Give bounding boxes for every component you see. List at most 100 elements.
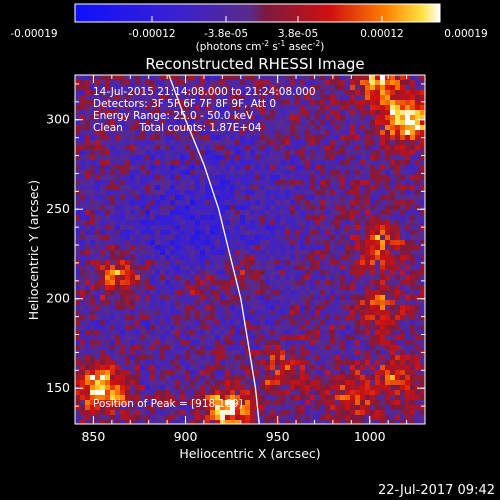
- heatmap-pixel: [410, 215, 416, 221]
- heatmap-pixel: [360, 100, 366, 106]
- heatmap-pixel: [150, 130, 156, 136]
- heatmap-pixel: [120, 340, 126, 346]
- heatmap-pixel: [375, 180, 381, 186]
- heatmap-pixel: [185, 415, 191, 421]
- heatmap-pixel: [365, 215, 371, 221]
- heatmap-pixel: [390, 155, 396, 161]
- heatmap-pixel: [295, 165, 301, 171]
- heatmap-pixel: [375, 125, 381, 131]
- heatmap-pixel: [275, 210, 281, 216]
- heatmap-pixel: [265, 150, 271, 156]
- heatmap-pixel: [140, 420, 146, 424]
- heatmap-pixel: [300, 325, 306, 331]
- heatmap-pixel: [405, 205, 411, 211]
- heatmap-pixel: [285, 325, 291, 331]
- heatmap-pixel: [235, 390, 241, 396]
- heatmap-pixel: [390, 310, 396, 316]
- heatmap-pixel: [305, 275, 311, 281]
- heatmap-pixel: [145, 255, 151, 261]
- heatmap-pixel: [295, 290, 301, 296]
- heatmap-pixel: [265, 325, 271, 331]
- heatmap-pixel: [135, 340, 141, 346]
- heatmap-pixel: [160, 80, 166, 86]
- heatmap-pixel: [310, 295, 316, 301]
- heatmap-pixel: [355, 330, 361, 336]
- heatmap-pixel: [150, 80, 156, 86]
- heatmap-pixel: [380, 255, 386, 261]
- heatmap-pixel: [120, 280, 126, 286]
- heatmap-pixel: [160, 205, 166, 211]
- heatmap-pixel: [225, 260, 231, 266]
- heatmap-pixel: [190, 120, 196, 126]
- heatmap-pixel: [400, 305, 406, 311]
- heatmap-pixel: [370, 380, 376, 386]
- heatmap-pixel: [315, 360, 321, 366]
- heatmap-pixel: [260, 150, 266, 156]
- heatmap-pixel: [320, 245, 326, 251]
- heatmap-pixel: [105, 125, 111, 131]
- heatmap-pixel: [300, 185, 306, 191]
- heatmap-pixel: [135, 165, 141, 171]
- heatmap-pixel: [385, 115, 391, 121]
- heatmap-pixel: [330, 90, 336, 96]
- heatmap-pixel: [125, 95, 131, 101]
- heatmap-pixel: [120, 130, 126, 136]
- heatmap-pixel: [110, 205, 116, 211]
- heatmap-pixel: [155, 230, 161, 236]
- heatmap-pixel: [345, 385, 351, 391]
- heatmap-pixel: [255, 370, 261, 376]
- heatmap-pixel: [240, 285, 246, 291]
- heatmap-pixel: [355, 335, 361, 341]
- heatmap-pixel: [410, 150, 416, 156]
- heatmap-pixel: [90, 75, 96, 81]
- heatmap-pixel: [355, 150, 361, 156]
- heatmap-pixel: [90, 115, 96, 121]
- heatmap-pixel: [90, 100, 96, 106]
- heatmap-pixel: [75, 340, 81, 346]
- heatmap-pixel: [310, 80, 316, 86]
- heatmap-pixel: [205, 165, 211, 171]
- heatmap-pixel: [315, 245, 321, 251]
- heatmap-pixel: [125, 200, 131, 206]
- heatmap-pixel: [210, 110, 216, 116]
- heatmap-pixel: [190, 420, 196, 424]
- heatmap-pixel: [195, 120, 201, 126]
- heatmap-pixel: [365, 290, 371, 296]
- heatmap-pixel: [100, 330, 106, 336]
- heatmap-pixel: [115, 180, 121, 186]
- heatmap-pixel: [190, 170, 196, 176]
- heatmap-pixel: [260, 395, 266, 401]
- heatmap-pixel: [210, 295, 216, 301]
- heatmap-pixel: [80, 330, 86, 336]
- heatmap-pixel: [315, 170, 321, 176]
- heatmap-pixel: [205, 290, 211, 296]
- heatmap-pixel: [90, 290, 96, 296]
- heatmap-pixel: [110, 215, 116, 221]
- heatmap-pixel: [270, 355, 276, 361]
- heatmap-pixel: [340, 225, 346, 231]
- heatmap-pixel: [230, 355, 236, 361]
- heatmap-pixel: [95, 95, 101, 101]
- heatmap-pixel: [265, 220, 271, 226]
- heatmap-pixel: [205, 145, 211, 151]
- heatmap-pixel: [145, 335, 151, 341]
- heatmap-pixel: [245, 90, 251, 96]
- heatmap-pixel: [320, 370, 326, 376]
- heatmap-pixel: [85, 405, 91, 411]
- heatmap-pixel: [205, 400, 211, 406]
- heatmap-pixel: [100, 420, 106, 424]
- heatmap-pixel: [345, 390, 351, 396]
- heatmap-pixel: [395, 410, 401, 416]
- heatmap-pixel: [140, 160, 146, 166]
- heatmap-pixel: [340, 285, 346, 291]
- heatmap-pixel: [75, 160, 81, 166]
- heatmap-pixel: [150, 160, 156, 166]
- heatmap-pixel: [100, 140, 106, 146]
- heatmap-pixel: [195, 150, 201, 156]
- heatmap-pixel: [225, 310, 231, 316]
- heatmap-pixel: [305, 135, 311, 141]
- heatmap-pixel: [105, 380, 111, 386]
- heatmap-pixel: [265, 250, 271, 256]
- heatmap-pixel: [280, 330, 286, 336]
- heatmap-pixel: [115, 100, 121, 106]
